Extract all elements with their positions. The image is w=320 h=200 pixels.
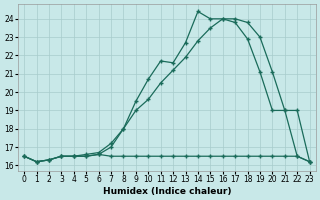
X-axis label: Humidex (Indice chaleur): Humidex (Indice chaleur) [103,187,231,196]
